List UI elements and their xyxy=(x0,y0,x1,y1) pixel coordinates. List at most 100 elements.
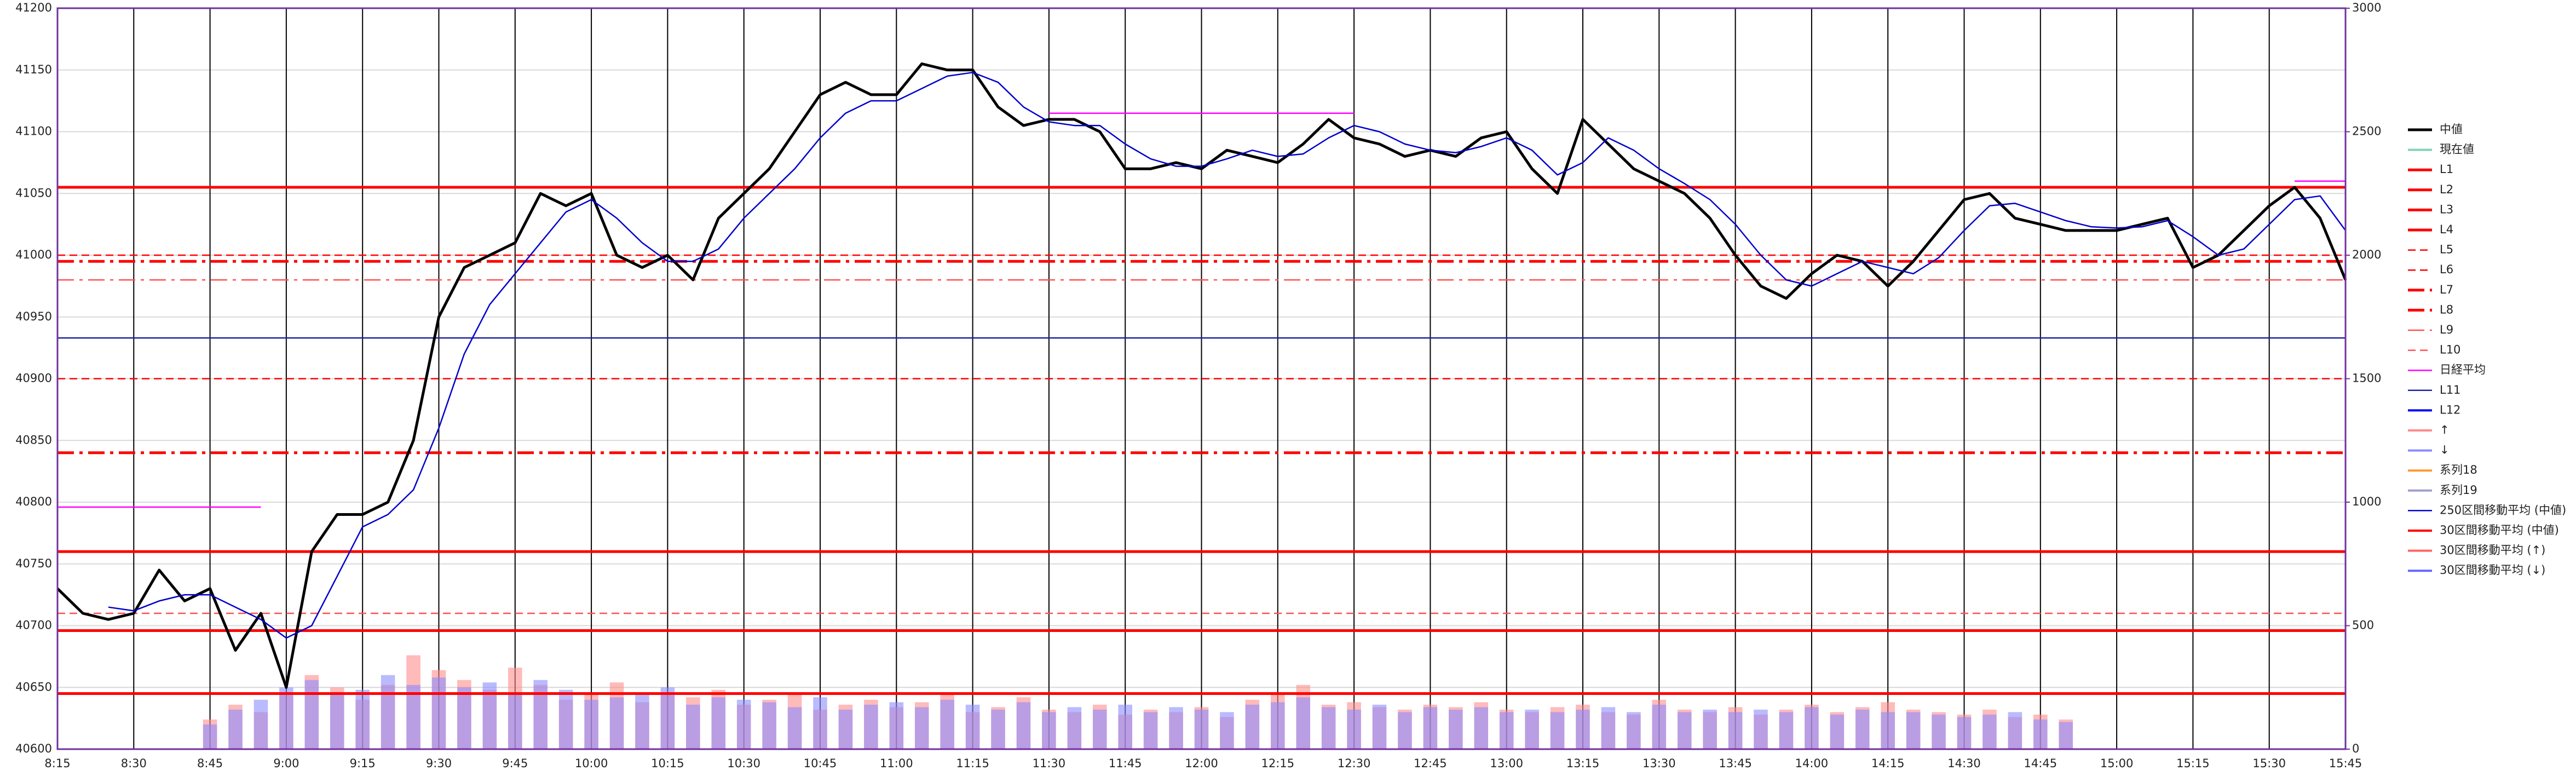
x-tick-label: 12:00 xyxy=(1185,757,1218,770)
volume-bar xyxy=(1067,707,1082,749)
volume-bar xyxy=(686,704,700,749)
y-tick-label: 41150 xyxy=(15,63,52,76)
volume-bar xyxy=(1194,709,1209,749)
volume-bar xyxy=(1118,704,1132,749)
volume-bar xyxy=(457,687,471,749)
volume-bar xyxy=(508,694,522,749)
volume-bar xyxy=(1703,709,1717,749)
legend-label: L4 xyxy=(2440,223,2453,236)
volume-bar xyxy=(1830,714,1845,749)
x-tick-label: 10:15 xyxy=(651,757,684,770)
y-tick-label: 40850 xyxy=(15,433,52,446)
volume-bar xyxy=(330,692,344,749)
volume-bar xyxy=(533,680,548,749)
x-tick-label: 9:15 xyxy=(350,757,376,770)
legend-label: L9 xyxy=(2440,323,2453,336)
volume-bar xyxy=(558,689,573,749)
volume-bar xyxy=(813,697,827,749)
x-tick-label: 13:30 xyxy=(1643,757,1676,770)
legend-label: L11 xyxy=(2440,383,2460,396)
legend-label: 系列18 xyxy=(2440,463,2477,476)
volume-bar xyxy=(889,702,904,749)
volume-bar xyxy=(1423,707,1438,749)
x-tick-label: 14:00 xyxy=(1795,757,1829,770)
x-tick-label: 12:15 xyxy=(1261,757,1295,770)
series-line xyxy=(56,62,2347,689)
x-tick-label: 14:45 xyxy=(2024,757,2058,770)
volume-bar xyxy=(940,699,954,749)
volume-bar xyxy=(1499,712,1514,749)
x-tick-label: 10:45 xyxy=(804,757,837,770)
legend-label: 250区間移動平均 (中値) xyxy=(2440,503,2566,516)
x-tick-label: 8:30 xyxy=(121,757,147,770)
volume-bar xyxy=(991,709,1005,749)
volume-bar xyxy=(2033,719,2048,749)
volume-bar xyxy=(355,689,370,749)
volume-bar xyxy=(762,702,776,749)
x-tick-label: 13:00 xyxy=(1490,757,1523,770)
x-tick-label: 15:00 xyxy=(2100,757,2134,770)
volume-bar xyxy=(1143,712,1158,749)
volume-bar xyxy=(1271,702,1285,749)
legend-label: L3 xyxy=(2440,203,2453,216)
legend-label: ↑ xyxy=(2440,423,2450,436)
volume-bar xyxy=(1805,707,1819,749)
volume-bar xyxy=(635,692,649,749)
volume-bar xyxy=(914,707,929,749)
y-tick-label: 40900 xyxy=(15,372,52,385)
y-tick-label: 40950 xyxy=(15,310,52,323)
y2-tick-label: 1000 xyxy=(2352,495,2381,508)
volume-bar xyxy=(1677,712,1692,749)
volume-bar xyxy=(381,675,395,749)
x-tick-label: 9:00 xyxy=(273,757,299,770)
y-tick-label: 40800 xyxy=(15,495,52,508)
volume-bar xyxy=(965,704,980,749)
volume-bar xyxy=(1321,707,1336,749)
volume-bar xyxy=(1576,709,1590,749)
x-tick-label: 9:30 xyxy=(426,757,452,770)
legend-label: L1 xyxy=(2440,163,2453,176)
volume-bar xyxy=(1169,707,1183,749)
x-tick-label: 8:45 xyxy=(197,757,223,770)
volume-bar xyxy=(584,699,598,749)
x-tick-label: 11:15 xyxy=(956,757,989,770)
volume-bar xyxy=(1728,712,1743,749)
legend-label: 30区間移動平均 (中値) xyxy=(2440,524,2559,537)
y-tick-label: 41000 xyxy=(15,248,52,261)
volume-bar xyxy=(1474,707,1489,749)
x-tick-label: 15:30 xyxy=(2252,757,2286,770)
x-tick-label: 14:15 xyxy=(1871,757,1905,770)
volume-bar xyxy=(1652,704,1667,749)
x-tick-label: 10:00 xyxy=(575,757,608,770)
series-line xyxy=(57,112,2346,508)
x-tick-label: 15:15 xyxy=(2176,757,2210,770)
volume-bar xyxy=(1525,709,1539,749)
legend-label: 30区間移動平均 (↓) xyxy=(2440,564,2545,577)
volume-bar xyxy=(1601,707,1616,749)
volume-bar xyxy=(1932,714,1946,749)
x-tick-label: 11:30 xyxy=(1033,757,1066,770)
volume-bar xyxy=(203,724,217,749)
volume-bar xyxy=(1779,712,1794,749)
x-tick-label: 8:15 xyxy=(44,757,70,770)
volume-bar xyxy=(304,680,319,749)
y2-tick-label: 0 xyxy=(2352,742,2359,755)
volume-bar xyxy=(1550,712,1565,749)
volume-bar xyxy=(1627,712,1641,749)
y-tick-label: 40650 xyxy=(15,680,52,693)
volume-bar xyxy=(711,697,726,749)
volume-bar xyxy=(1957,717,1972,749)
y2-tick-label: 500 xyxy=(2352,619,2374,632)
legend-label: L6 xyxy=(2440,263,2453,276)
x-tick-label: 13:45 xyxy=(1719,757,1752,770)
x-tick-label: 10:30 xyxy=(727,757,760,770)
volume-bar xyxy=(1906,712,1921,749)
legend-label: 30区間移動平均 (↑) xyxy=(2440,544,2545,557)
legend-label: L2 xyxy=(2440,183,2453,196)
volume-bar xyxy=(1245,704,1260,749)
volume-bar xyxy=(1092,709,1107,749)
legend-label: L10 xyxy=(2440,343,2460,357)
volume-bar xyxy=(1016,702,1031,749)
